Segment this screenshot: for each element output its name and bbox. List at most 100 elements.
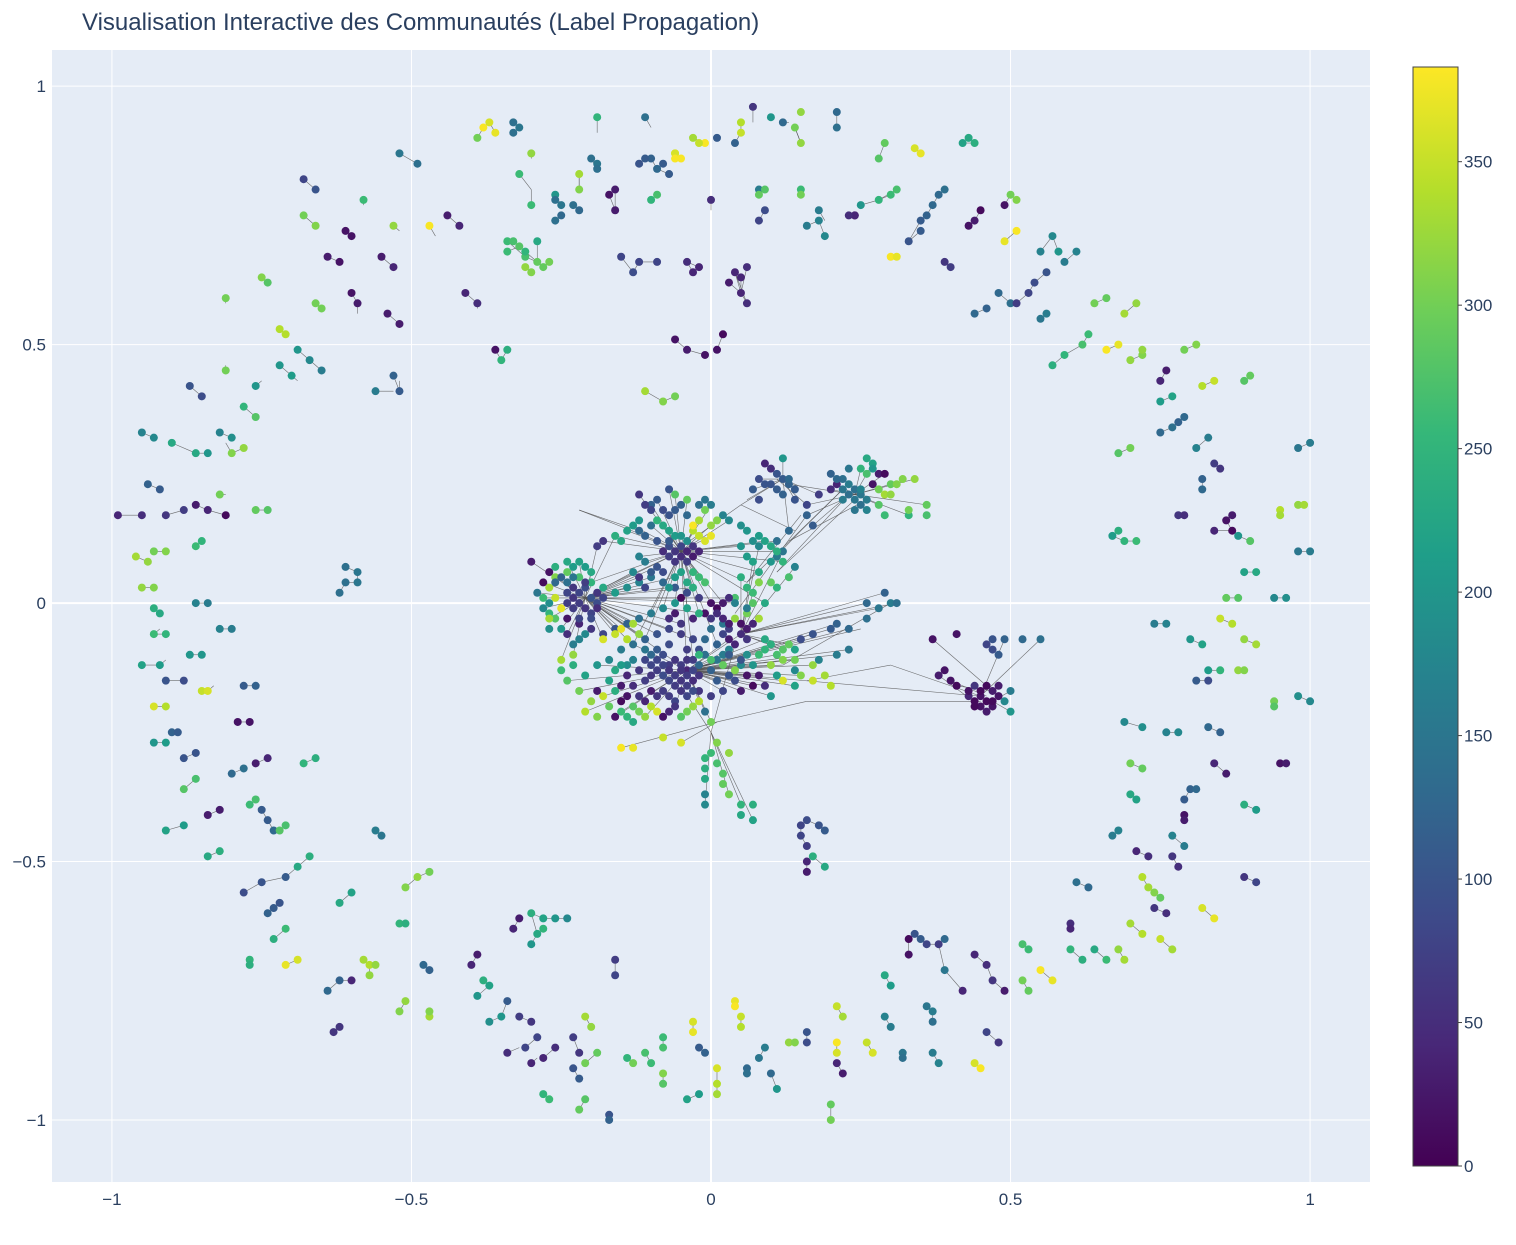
graph-node[interactable]: [551, 914, 560, 923]
graph-node[interactable]: [191, 542, 200, 551]
graph-node[interactable]: [677, 738, 686, 747]
graph-node[interactable]: [167, 728, 176, 737]
graph-node[interactable]: [808, 630, 817, 639]
graph-node[interactable]: [712, 609, 721, 618]
graph-node[interactable]: [635, 490, 644, 499]
graph-node[interactable]: [1114, 826, 1123, 835]
graph-node[interactable]: [695, 686, 704, 695]
graph-node[interactable]: [275, 361, 284, 370]
graph-node[interactable]: [832, 619, 841, 628]
graph-node[interactable]: [844, 490, 853, 499]
graph-node[interactable]: [677, 666, 686, 675]
graph-node[interactable]: [353, 568, 362, 577]
graph-node[interactable]: [551, 593, 560, 602]
graph-node[interactable]: [916, 226, 925, 235]
graph-node[interactable]: [910, 144, 919, 153]
graph-node[interactable]: [263, 909, 272, 918]
graph-node[interactable]: [179, 676, 188, 685]
graph-node[interactable]: [581, 604, 590, 613]
graph-node[interactable]: [802, 867, 811, 876]
graph-node[interactable]: [1228, 526, 1237, 535]
graph-node[interactable]: [653, 645, 662, 654]
graph-node[interactable]: [718, 661, 727, 670]
graph-node[interactable]: [605, 702, 614, 711]
graph-node[interactable]: [1204, 723, 1213, 732]
graph-node[interactable]: [479, 976, 488, 985]
graph-node[interactable]: [760, 537, 769, 546]
graph-node[interactable]: [659, 1043, 668, 1052]
graph-node[interactable]: [653, 516, 662, 525]
graph-node[interactable]: [796, 821, 805, 830]
graph-node[interactable]: [892, 252, 901, 261]
graph-node[interactable]: [665, 640, 674, 649]
graph-node[interactable]: [1138, 345, 1147, 354]
graph-node[interactable]: [533, 588, 542, 597]
graph-node[interactable]: [790, 123, 799, 132]
graph-node[interactable]: [754, 531, 763, 540]
graph-node[interactable]: [742, 624, 751, 633]
graph-node[interactable]: [976, 206, 985, 215]
graph-node[interactable]: [623, 671, 632, 680]
graph-node[interactable]: [742, 299, 751, 308]
graph-node[interactable]: [647, 568, 656, 577]
graph-node[interactable]: [563, 630, 572, 639]
graph-node[interactable]: [143, 480, 152, 489]
graph-node[interactable]: [1186, 785, 1195, 794]
graph-node[interactable]: [1114, 945, 1123, 954]
graph-node[interactable]: [1066, 924, 1075, 933]
graph-node[interactable]: [880, 971, 889, 980]
graph-node[interactable]: [485, 981, 494, 990]
graph-node[interactable]: [689, 521, 698, 530]
graph-node[interactable]: [970, 702, 979, 711]
graph-node[interactable]: [850, 495, 859, 504]
graph-node[interactable]: [383, 309, 392, 318]
graph-node[interactable]: [317, 366, 326, 375]
graph-node[interactable]: [695, 531, 704, 540]
graph-node[interactable]: [1198, 904, 1207, 913]
graph-node[interactable]: [683, 345, 692, 354]
graph-node[interactable]: [802, 1038, 811, 1047]
graph-node[interactable]: [736, 288, 745, 297]
graph-node[interactable]: [311, 185, 320, 194]
graph-node[interactable]: [527, 909, 536, 918]
graph-node[interactable]: [305, 356, 314, 365]
graph-node[interactable]: [718, 511, 727, 520]
graph-node[interactable]: [832, 650, 841, 659]
graph-node[interactable]: [772, 469, 781, 478]
graph-node[interactable]: [1156, 376, 1165, 385]
graph-node[interactable]: [701, 764, 710, 773]
graph-node[interactable]: [736, 630, 745, 639]
graph-node[interactable]: [311, 299, 320, 308]
graph-node[interactable]: [820, 232, 829, 241]
graph-node[interactable]: [683, 537, 692, 546]
graph-node[interactable]: [778, 557, 787, 566]
graph-node[interactable]: [1138, 929, 1147, 938]
graph-node[interactable]: [539, 263, 548, 272]
graph-node[interactable]: [623, 635, 632, 644]
graph-node[interactable]: [293, 345, 302, 354]
graph-node[interactable]: [137, 583, 146, 592]
graph-node[interactable]: [515, 1012, 524, 1021]
graph-node[interactable]: [701, 609, 710, 618]
graph-node[interactable]: [653, 257, 662, 266]
graph-node[interactable]: [874, 500, 883, 509]
graph-node[interactable]: [784, 475, 793, 484]
graph-node[interactable]: [1174, 862, 1183, 871]
graph-node[interactable]: [1060, 350, 1069, 359]
graph-node[interactable]: [796, 831, 805, 840]
graph-node[interactable]: [227, 769, 236, 778]
graph-node[interactable]: [790, 485, 799, 494]
graph-node[interactable]: [880, 511, 889, 520]
graph-node[interactable]: [479, 123, 488, 132]
graph-node[interactable]: [1036, 247, 1045, 256]
graph-node[interactable]: [701, 790, 710, 799]
graph-node[interactable]: [904, 506, 913, 515]
graph-node[interactable]: [251, 506, 260, 515]
graph-node[interactable]: [772, 485, 781, 494]
graph-node[interactable]: [545, 257, 554, 266]
graph-node[interactable]: [641, 697, 650, 706]
graph-node[interactable]: [1294, 547, 1303, 556]
graph-node[interactable]: [790, 562, 799, 571]
graph-node[interactable]: [988, 976, 997, 985]
graph-node[interactable]: [689, 655, 698, 664]
